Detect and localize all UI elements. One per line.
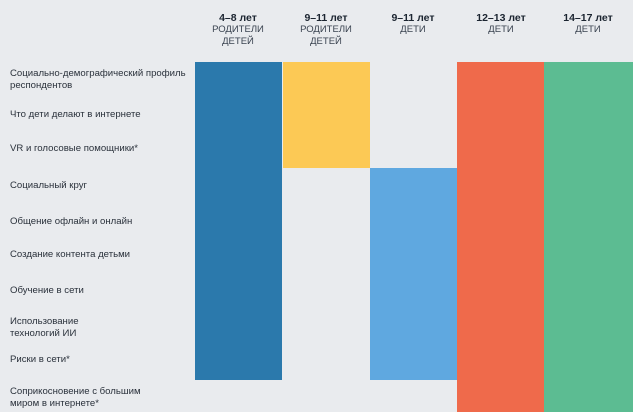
column-age: 9–11 лет xyxy=(391,12,435,24)
row-label-wider-world: Соприкосновение с большим миром в интерн… xyxy=(10,386,141,409)
row-label-social-circle: Социальный круг xyxy=(10,180,87,191)
row-label-vr: VR и голосовые помощники* xyxy=(10,143,139,154)
row-label-profile: Социально-демографический профиль респон… xyxy=(10,68,186,91)
band-children-14-17 xyxy=(544,62,633,412)
column-age: 12–13 лет xyxy=(476,12,526,24)
column-age: 4–8 лет xyxy=(219,12,257,24)
column-group: РОДИТЕЛИ ДЕТЕЙ xyxy=(300,24,352,47)
column-age: 14–17 лет xyxy=(563,12,613,24)
column-group: ДЕТИ xyxy=(488,24,514,35)
row-label-learning: Обучение в сети xyxy=(10,285,84,296)
column-header-5: 14–17 лет ДЕТИ xyxy=(545,12,631,36)
row-label-activities: Что дети делают в интернете xyxy=(10,109,141,120)
row-label-content-creation: Создание контента детьми xyxy=(10,249,131,260)
column-age: 9–11 лет xyxy=(304,12,348,24)
column-header-3: 9–11 лет ДЕТИ xyxy=(370,12,456,36)
band-parents-9-11 xyxy=(283,62,370,168)
column-header-4: 12–13 лет ДЕТИ xyxy=(458,12,544,36)
row-label-communication: Общение офлайн и онлайн xyxy=(10,216,133,227)
column-header-1: 4–8 лет РОДИТЕЛИ ДЕТЕЙ xyxy=(195,12,281,48)
row-label-risks: Риски в сети* xyxy=(10,354,70,365)
band-children-12-13 xyxy=(457,62,544,412)
column-group: РОДИТЕЛИ ДЕТЕЙ xyxy=(212,24,264,47)
band-parents-4-8 xyxy=(195,62,282,380)
column-header-2: 9–11 лет РОДИТЕЛИ ДЕТЕЙ xyxy=(283,12,369,48)
band-children-9-11 xyxy=(370,168,457,380)
column-group: ДЕТИ xyxy=(400,24,426,35)
row-label-ai: Использование технологий ИИ xyxy=(10,316,79,339)
column-group: ДЕТИ xyxy=(575,24,601,35)
